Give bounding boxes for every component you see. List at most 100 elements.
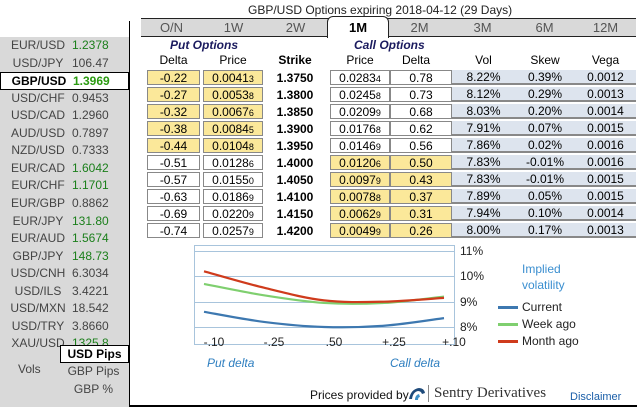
currency-pair-usd-jpy[interactable]: USD/JPY 106.47 <box>0 55 129 71</box>
currency-pair-eur-gbp[interactable]: EUR/GBP 0.8862 <box>0 195 129 211</box>
call-price-pip-digit: 8 <box>375 91 381 101</box>
put-delta: -0.69 <box>147 206 200 221</box>
call-price-value: 0.0049 <box>339 224 376 238</box>
call-delta: 0.73 <box>390 87 452 102</box>
call-price-value: 0.0146 <box>339 139 376 153</box>
legend-swatch <box>498 323 518 327</box>
pair-rate: 6.3034 <box>72 266 109 280</box>
currency-pair-usd-mxn[interactable]: USD/MXN 18.542 <box>0 300 129 316</box>
pair-name: NZD/USD <box>11 143 65 157</box>
legend-swatch <box>498 340 518 344</box>
vega: 0.0012 <box>575 70 636 85</box>
implied-vol: 8.00% <box>452 223 515 238</box>
skew: 0.05% <box>515 189 575 204</box>
put-delta-value: -0.38 <box>159 122 188 136</box>
put-price-value: 0.0104 <box>212 139 249 153</box>
strike-price: 1.3750 <box>270 70 320 85</box>
currency-pair-aud-usd[interactable]: AUD/USD 0.7897 <box>0 125 129 141</box>
tab-on[interactable]: O/N <box>159 20 184 35</box>
put-delta-value: -0.32 <box>159 105 188 119</box>
call-price: 0.02458 <box>330 87 390 102</box>
call-price-value: 0.0209 <box>339 105 376 119</box>
pair-name: EUR/GBP <box>10 196 65 210</box>
put-delta-label: Put delta <box>207 356 255 370</box>
call-price-value: 0.0097 <box>339 173 376 187</box>
skew-value: -0.01% <box>525 172 565 186</box>
strike-price: 1.3900 <box>270 121 320 136</box>
currency-pair-gbp-usd[interactable]: GBP/USD 1.3969 <box>0 72 129 90</box>
put-price-pip-digit: 0 <box>248 176 254 186</box>
gridline <box>194 327 455 328</box>
put-price: 0.02209 <box>203 206 263 221</box>
strike-price-value: 1.4150 <box>276 207 314 221</box>
pair-rate: 1.2960 <box>72 108 109 122</box>
call-delta-value: 0.78 <box>409 71 433 85</box>
currency-pair-eur-cad[interactable]: EUR/CAD 1.6042 <box>0 160 129 176</box>
currency-pair-eur-aud[interactable]: EUR/AUD 1.5674 <box>0 230 129 246</box>
x-tick-label: +.25 <box>382 335 406 349</box>
currency-pair-eur-usd[interactable]: EUR/USD 1.2378 <box>0 37 129 53</box>
skew: 0.39% <box>515 70 575 85</box>
implied-vol: 7.89% <box>452 189 515 204</box>
column-header-vega: Vega <box>591 53 620 67</box>
vega-value: 0.0015 <box>587 189 624 203</box>
prices-provided-text: Prices provided by <box>310 388 409 402</box>
skew-value: 0.02% <box>527 138 563 152</box>
legend-label: Month ago <box>522 334 579 348</box>
pair-name: USD/TRY <box>11 319 65 333</box>
strike-price: 1.4200 <box>270 223 320 238</box>
currency-pair-usd-try[interactable]: USD/TRY 3.8660 <box>0 318 129 334</box>
pair-rate: 0.9453 <box>72 91 109 105</box>
tab-12m[interactable]: 12M <box>592 20 619 35</box>
disclaimer-link[interactable]: Disclaimer <box>570 391 622 403</box>
call-price-value: 0.0245 <box>339 88 376 102</box>
strike-price-value: 1.4200 <box>276 224 314 238</box>
currency-pair-usd-chf[interactable]: USD/CHF 0.9453 <box>0 90 129 106</box>
vega: 0.0016 <box>575 138 636 153</box>
pair-rate: 1.5674 <box>72 231 109 245</box>
unit-option-usd-pips[interactable]: USD Pips <box>60 345 129 363</box>
skew: -0.01% <box>515 155 575 170</box>
tab-1w[interactable]: 1W <box>223 20 244 35</box>
currency-pair-nzd-usd[interactable]: NZD/USD 0.7333 <box>0 142 129 158</box>
volatility-chart <box>194 245 455 345</box>
currency-pair-usd-cnh[interactable]: USD/CNH 6.3034 <box>0 265 129 281</box>
currency-pair-gbp-jpy[interactable]: GBP/JPY 148.73 <box>0 248 129 264</box>
put-price-pip-digit: 9 <box>248 210 254 220</box>
call-delta: 0.37 <box>390 189 452 204</box>
call-price-pip-digit: 9 <box>375 227 381 237</box>
tab-2m[interactable]: 2M <box>410 20 429 35</box>
y-tick-label: 10% <box>460 269 485 283</box>
put-price-value: 0.0084 <box>212 122 249 136</box>
currency-pair-eur-jpy[interactable]: EUR/JPY 131.80 <box>0 213 129 229</box>
currency-pair-usd-ils[interactable]: USD/ILS 3.4221 <box>0 283 129 299</box>
implied-vol-value: 7.89% <box>466 189 501 203</box>
pair-name: USD/CNH <box>10 266 66 280</box>
x-tick-label: +.10 <box>442 335 466 349</box>
tab-1m[interactable]: 1M <box>327 16 389 38</box>
vega: 0.0014 <box>575 206 636 221</box>
currency-pair-eur-chf[interactable]: EUR/CHF 1.1701 <box>0 177 129 193</box>
call-price-value: 0.0120 <box>339 156 376 170</box>
tab-2w[interactable]: 2W <box>285 20 306 35</box>
skew-value: 0.20% <box>527 104 563 118</box>
gridline <box>194 251 455 252</box>
call-delta: 0.68 <box>390 104 452 119</box>
implied-vol: 8.12% <box>452 87 515 102</box>
currency-pair-usd-cad[interactable]: USD/CAD 1.2960 <box>0 107 129 123</box>
put-price-pip-digit: 8 <box>248 91 254 101</box>
tab-6m[interactable]: 6M <box>535 20 554 35</box>
tab-3m[interactable]: 3M <box>473 20 492 35</box>
strike-price: 1.4100 <box>270 189 320 204</box>
put-price: 0.01286 <box>203 155 263 170</box>
x-tick-label: -.10 <box>203 335 225 349</box>
unit-option-gbp[interactable]: GBP % <box>73 382 114 396</box>
strike-price-value: 1.4050 <box>276 173 314 187</box>
implied-vol-value: 7.94% <box>466 206 501 220</box>
pair-name: EUR/CHF <box>11 178 65 192</box>
unit-option-gbp-pips[interactable]: GBP Pips <box>67 364 120 378</box>
vega: 0.0015 <box>575 172 636 187</box>
pair-rate: 3.8660 <box>72 319 109 333</box>
call-price-pip-digit: 8 <box>375 125 381 135</box>
implied-vol-value: 7.86% <box>466 138 501 152</box>
